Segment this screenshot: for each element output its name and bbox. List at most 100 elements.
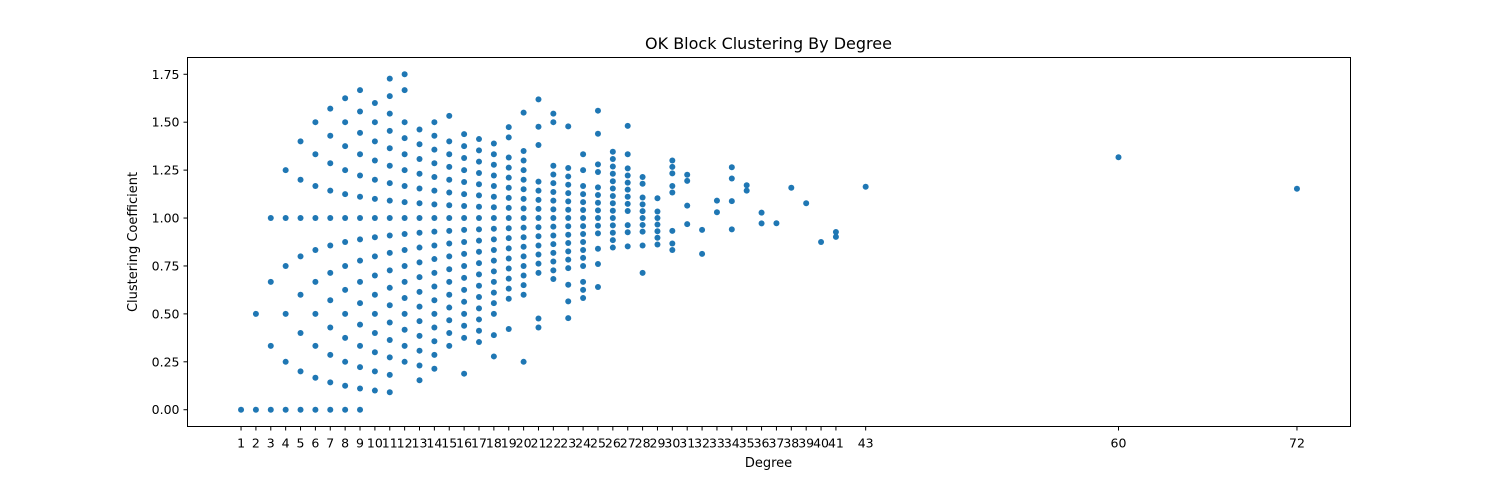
data-point [565,231,572,238]
data-point [624,222,631,229]
data-point [342,191,349,198]
data-point [371,100,378,107]
data-point [550,197,557,204]
data-point [669,170,676,177]
data-point [357,108,364,115]
data-point [520,167,527,174]
data-point [580,183,587,190]
data-point [594,130,601,137]
data-point [639,221,646,228]
data-point [371,349,378,356]
data-point [535,315,542,322]
data-point [505,124,512,131]
data-point [594,192,601,199]
data-point [624,193,631,200]
data-point [401,342,408,349]
data-point [357,236,364,243]
data-point [773,220,780,227]
data-point [654,221,661,228]
data-point [580,278,587,285]
data-point [535,96,542,103]
data-point [520,109,527,116]
data-point [312,278,319,285]
data-point [416,185,423,192]
data-point [401,215,408,222]
data-point [520,282,527,289]
data-point [758,209,765,216]
data-point [580,223,587,230]
data-point [312,247,319,254]
data-point [743,187,750,194]
data-point [446,215,453,222]
data-point [267,406,274,413]
data-point [609,163,616,170]
data-point [475,226,482,233]
data-point [461,310,468,317]
data-point [550,223,557,230]
data-point [475,294,482,301]
data-point [401,119,408,126]
data-point [550,241,557,248]
data-point [282,262,289,269]
data-point [580,206,587,213]
data-point [461,226,468,233]
data-point [401,230,408,237]
data-point [684,171,691,178]
data-point [594,161,601,168]
data-point [728,175,735,182]
x-tick-label: 40 [813,436,829,451]
data-point [357,215,364,222]
data-point [282,358,289,365]
x-tick-label: 8 [341,436,349,451]
data-point [505,326,512,333]
data-point [624,200,631,207]
data-point [252,406,259,413]
data-point [446,202,453,209]
x-tick-label: 16 [456,436,472,451]
data-point [580,294,587,301]
data-point [357,172,364,179]
data-point [297,215,304,222]
data-point [475,305,482,312]
y-tick-label: 1.50 [152,115,180,130]
data-point [490,151,497,158]
data-point [401,71,408,78]
data-point [371,138,378,145]
data-point [550,206,557,213]
y-tick-label: 1.25 [152,163,180,178]
data-point [475,158,482,165]
data-point [713,197,720,204]
data-point [594,284,601,291]
y-tick-label: 1.00 [152,211,180,226]
data-point [401,247,408,254]
data-point [684,202,691,209]
data-point [431,338,438,345]
x-tick-label: 5 [297,436,305,451]
data-point [446,176,453,183]
data-point [416,347,423,354]
data-point [327,132,334,139]
data-point [535,260,542,267]
data-point [252,310,259,317]
x-tick-label: 17 [471,436,487,451]
data-point [327,215,334,222]
data-point [431,283,438,290]
data-point [505,225,512,232]
data-point [401,358,408,365]
data-point [609,185,616,192]
data-point [297,138,304,145]
x-tick-label: 39 [798,436,814,451]
data-point [386,110,393,117]
data-point [357,129,364,136]
data-point [639,242,646,249]
data-point [386,267,393,274]
data-point [505,265,512,272]
data-point [342,119,349,126]
data-point [550,188,557,195]
data-point [609,192,616,199]
data-point [416,362,423,369]
data-point [535,233,542,240]
data-point [550,276,557,282]
x-tick-label: 26 [605,436,621,451]
data-point [431,160,438,167]
